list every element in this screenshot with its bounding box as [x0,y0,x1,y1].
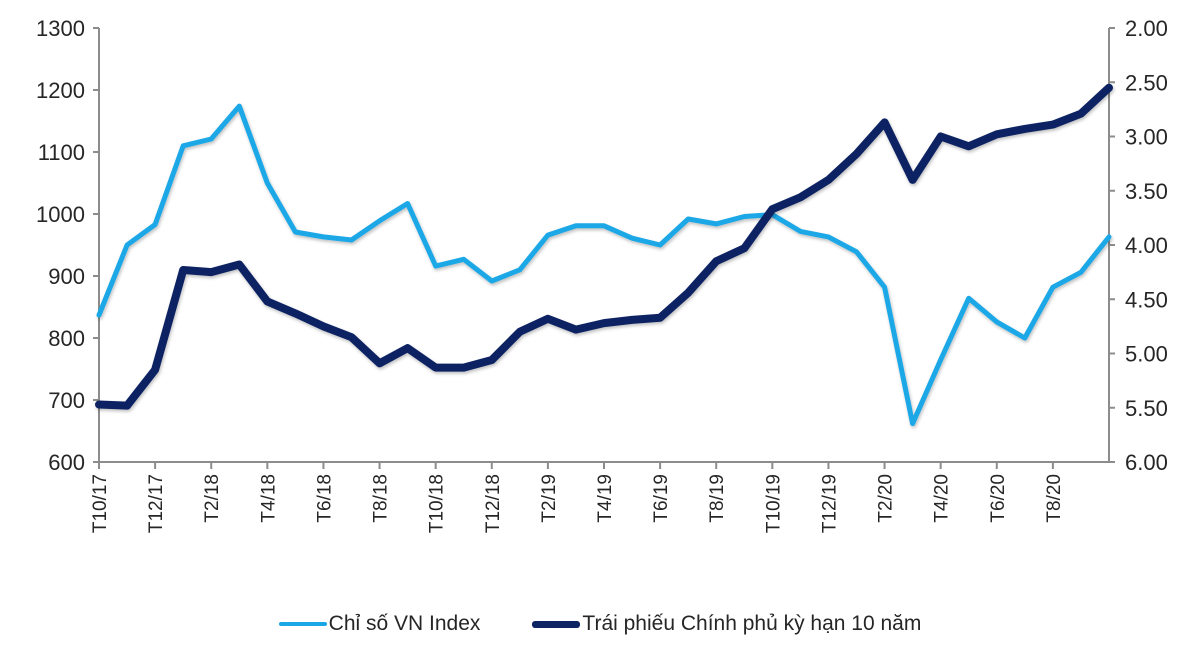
x-axis-tick-label: T2/20 [876,474,897,523]
x-axis-tick-label: T8/19 [707,474,728,523]
right-axis-tick-label: 3.00 [1125,125,1168,150]
left-axis-tick-label: 700 [48,388,85,413]
x-axis-tick-label: T12/17 [146,474,167,533]
left-axis-tick-label: 600 [48,450,85,475]
x-axis-tick-label: T12/19 [819,474,840,533]
vn-index-line-swatch-icon [278,622,327,626]
x-axis-tick-label: T10/18 [427,474,448,533]
x-axis-tick-label: T4/19 [595,474,616,523]
left-axis-tick-label: 1100 [38,140,85,165]
legend-label: Trái phiếu Chính phủ kỳ hạn 10 năm [582,612,922,635]
x-axis-tick-label: T4/20 [932,474,953,523]
left-y-axis: 600 700 800 900 1000 1100 1200 1300 [36,16,100,475]
x-axis-tick-label: T8/20 [1044,474,1065,523]
left-axis-tick-label: 800 [48,326,85,351]
right-axis-tick-label: 4.50 [1125,287,1168,312]
left-axis-tick-label: 1300 [36,16,85,41]
x-axis: T10/17 T12/17 T2/18 T4/18 T6/18 T8/18 T10/18 T1… [90,461,1109,533]
bond-line-swatch-icon [532,620,581,628]
x-axis-tick-label: T8/18 [371,474,392,523]
x-axis-tick-label: T10/17 [90,474,111,533]
right-axis-tick-label: 5.00 [1125,342,1168,367]
legend-item-vn-index: Chỉ số VN Index [278,612,481,636]
x-axis-tick-label: T2/18 [202,474,223,523]
x-axis-tick-label: T6/19 [651,474,672,523]
legend: Chỉ số VN Index Trái phiếu Chính phủ kỳ … [0,612,1200,636]
right-axis-tick-label: 2.00 [1125,16,1168,41]
right-y-axis: 2.00 2.50 3.00 3.50 4.00 4.50 5.00 5.50 6.00 [1108,16,1168,475]
x-axis-tick-label: T10/19 [763,474,784,533]
x-axis-tick-label: T4/18 [258,474,279,523]
x-axis-tick-label: T2/19 [539,474,560,523]
series-layer [95,83,1113,427]
right-axis-tick-label: 3.50 [1125,179,1168,204]
right-axis-tick-label: 2.50 [1125,70,1168,95]
x-axis-tick-label: T12/18 [483,474,504,533]
left-axis-tick-label: 1200 [36,78,85,103]
legend-label: Chỉ số VN Index [328,612,481,635]
left-axis-tick-label: 1000 [36,202,85,227]
right-axis-tick-label: 6.00 [1125,450,1168,475]
x-axis-tick-label: T6/20 [988,474,1009,523]
dual-axis-line-chart: 600 700 800 900 1000 1100 1200 1300 2.00 2.50 3.0… [36,16,1168,533]
left-axis-tick-label: 900 [48,264,85,289]
x-axis-tick-label: T6/18 [314,474,335,523]
vn-index-line [96,103,1112,427]
legend-item-bond-yield: Trái phiếu Chính phủ kỳ hạn 10 năm [532,612,921,636]
right-axis-tick-label: 4.00 [1125,233,1168,258]
bond-yield-line [95,83,1113,410]
right-axis-tick-label: 5.50 [1125,396,1168,421]
